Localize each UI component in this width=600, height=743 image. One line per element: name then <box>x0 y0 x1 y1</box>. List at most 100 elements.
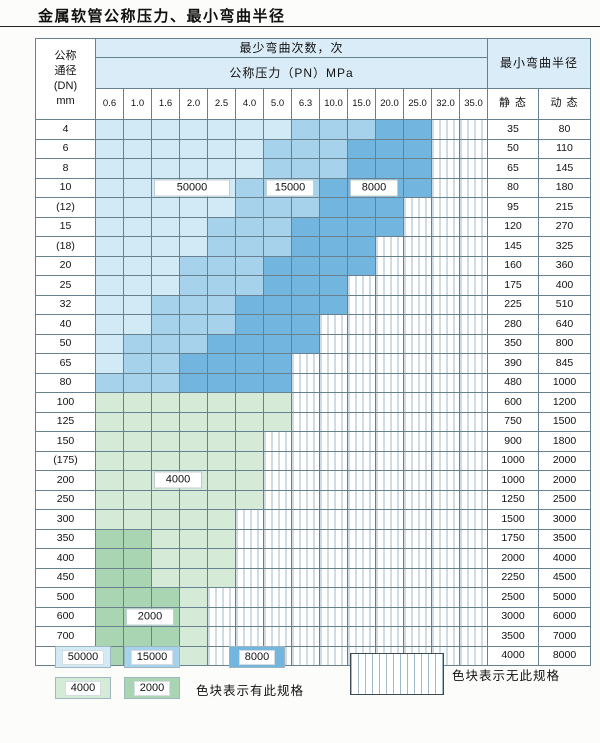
spec-cell <box>151 548 180 569</box>
spec-cell <box>235 177 264 198</box>
spec-cell <box>207 509 236 530</box>
no-spec-cell <box>431 216 460 237</box>
spec-cell <box>235 255 264 276</box>
static-value: 225 <box>487 294 539 315</box>
no-spec-cell <box>291 489 320 510</box>
spec-cell <box>179 158 208 179</box>
spec-cell <box>375 197 404 218</box>
static-value: 3000 <box>487 606 539 627</box>
no-spec-cell <box>459 138 488 159</box>
spec-cell <box>235 411 264 432</box>
no-spec-cell <box>263 587 292 608</box>
pressure-value-1.0: 1.0 <box>123 88 152 120</box>
no-spec-cell <box>431 587 460 608</box>
spec-cell <box>207 411 236 432</box>
dn-value: 400 <box>35 548 96 569</box>
no-spec-cell <box>403 626 432 647</box>
no-spec-cell <box>291 548 320 569</box>
no-spec-cell <box>375 411 404 432</box>
spec-cell <box>95 138 124 159</box>
spec-cell <box>291 294 320 315</box>
spec-cell <box>319 236 348 257</box>
dn-value: 500 <box>35 587 96 608</box>
spec-cell <box>123 294 152 315</box>
spec-cell <box>235 392 264 413</box>
no-spec-cell <box>235 528 264 549</box>
dn-value: 350 <box>35 528 96 549</box>
no-spec-cell <box>347 333 376 354</box>
no-spec-cell <box>431 314 460 335</box>
dynamic-value: 145 <box>538 158 591 179</box>
spec-cell <box>207 158 236 179</box>
static-value: 145 <box>487 236 539 257</box>
spec-cell <box>151 294 180 315</box>
dynamic-header: 动 态 <box>538 88 591 120</box>
legend: 50000 15000 8000 4000 2000 色块表示有此规格 色块表示… <box>0 646 600 710</box>
no-spec-cell <box>403 528 432 549</box>
dynamic-value: 4000 <box>538 548 591 569</box>
spec-cell <box>123 314 152 335</box>
spec-cell <box>151 255 180 276</box>
no-spec-cell <box>375 431 404 452</box>
spec-cell <box>151 333 180 354</box>
no-spec-cell <box>291 450 320 471</box>
spec-cell <box>207 333 236 354</box>
static-value: 350 <box>487 333 539 354</box>
zone-label-15000: 15000 <box>266 179 314 197</box>
pressure-value-32.0: 32.0 <box>431 88 460 120</box>
spec-cell <box>319 197 348 218</box>
static-value: 160 <box>487 255 539 276</box>
dynamic-value: 1500 <box>538 411 591 432</box>
dynamic-value: 6000 <box>538 606 591 627</box>
no-spec-cell <box>375 587 404 608</box>
spec-cell <box>179 587 208 608</box>
spec-cell <box>207 255 236 276</box>
no-spec-cell <box>375 275 404 296</box>
no-spec-cell <box>431 548 460 569</box>
spec-cell <box>95 197 124 218</box>
spec-cell <box>95 587 124 608</box>
spec-cell <box>123 119 152 140</box>
table-row-dn-100: 100 600 1200 <box>35 392 591 413</box>
spec-cell <box>403 158 432 179</box>
spec-cell <box>151 372 180 393</box>
no-spec-cell <box>403 353 432 374</box>
no-spec-cell <box>459 236 488 257</box>
no-spec-cell <box>291 353 320 374</box>
no-spec-cell <box>291 528 320 549</box>
spec-cell <box>207 489 236 510</box>
spec-cell <box>263 138 292 159</box>
dynamic-value: 110 <box>538 138 591 159</box>
pressure-value-35.0: 35.0 <box>459 88 488 120</box>
no-spec-cell <box>431 509 460 530</box>
spec-cell <box>151 450 180 471</box>
spec-cell <box>151 314 180 335</box>
no-spec-cell <box>375 333 404 354</box>
spec-cell <box>151 528 180 549</box>
no-spec-cell <box>403 450 432 471</box>
no-spec-cell <box>347 294 376 315</box>
title-underline <box>0 26 600 27</box>
spec-cell <box>207 119 236 140</box>
table-row-dn-400: 400 2000 4000 <box>35 548 591 569</box>
spec-cell <box>375 216 404 237</box>
no-spec-cell <box>431 528 460 549</box>
no-spec-cell <box>403 489 432 510</box>
no-spec-cell <box>319 372 348 393</box>
static-value: 175 <box>487 275 539 296</box>
spec-cell <box>179 353 208 374</box>
spec-cell <box>291 236 320 257</box>
static-value: 390 <box>487 353 539 374</box>
spec-cell <box>179 216 208 237</box>
no-spec-cell <box>347 626 376 647</box>
spec-cell <box>95 177 124 198</box>
spec-cell <box>179 275 208 296</box>
spec-cell <box>123 236 152 257</box>
no-spec-cell <box>403 548 432 569</box>
table-row-dn-40: 40 280 640 <box>35 314 591 335</box>
table-row-dn-6: 6 50 110 <box>35 138 591 159</box>
dynamic-value: 400 <box>538 275 591 296</box>
spec-cell <box>179 119 208 140</box>
no-spec-cell <box>431 489 460 510</box>
no-spec-cell <box>319 314 348 335</box>
